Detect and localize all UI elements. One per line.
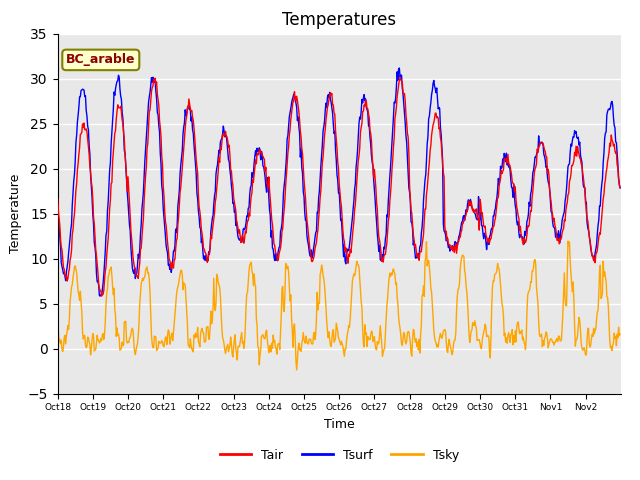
Legend: Tair, Tsurf, Tsky: Tair, Tsurf, Tsky bbox=[214, 444, 464, 467]
Y-axis label: Temperature: Temperature bbox=[9, 174, 22, 253]
Title: Temperatures: Temperatures bbox=[282, 11, 396, 29]
X-axis label: Time: Time bbox=[324, 418, 355, 431]
Text: BC_arable: BC_arable bbox=[66, 53, 136, 66]
